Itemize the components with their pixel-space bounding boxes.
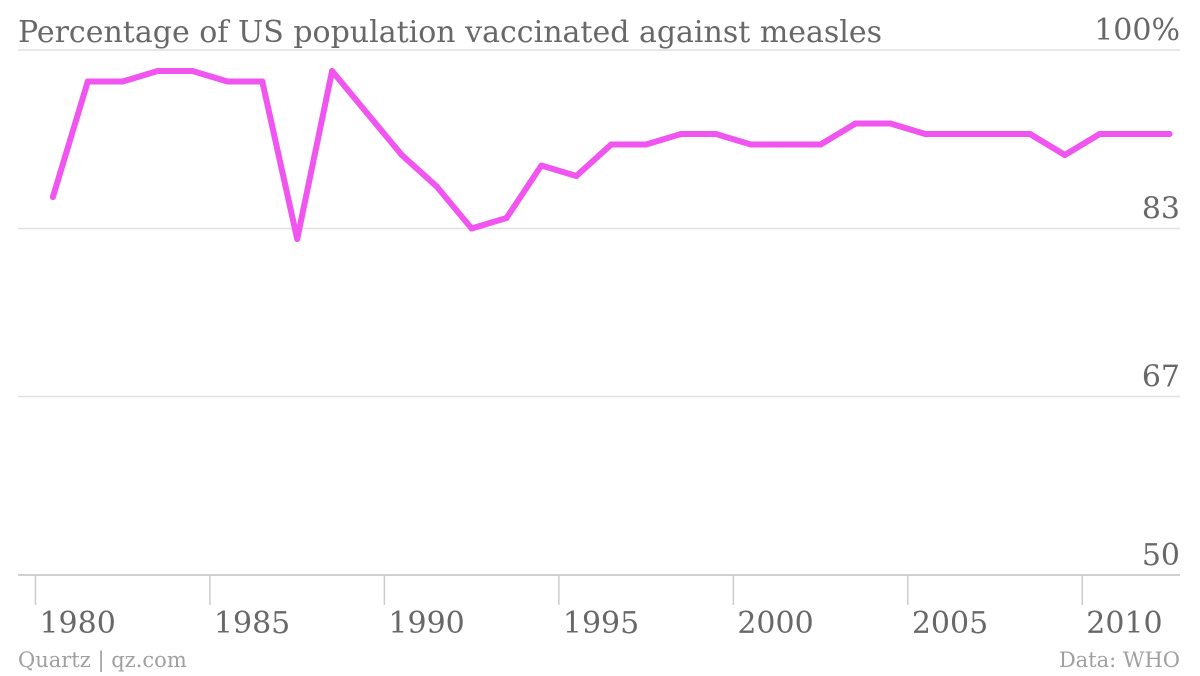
source-credit: Quartz | qz.com [18,648,187,673]
data-point [643,141,650,148]
data-point [189,68,196,74]
data-point [678,131,685,137]
data-point [608,141,615,148]
data-point [1166,131,1173,137]
chart-title: Percentage of US population vaccinated a… [18,15,882,50]
data-point [433,183,440,190]
y-tick-label: 67 [1142,360,1180,395]
data-point [363,110,370,116]
data-point [1026,131,1033,137]
x-tick-label: 1985 [214,606,290,641]
data-point [712,131,719,137]
data-point [84,78,91,85]
gridlines [18,49,1180,576]
data-point [119,78,126,85]
y-tick-label: 100% [1094,13,1180,48]
data-point [747,141,754,148]
data-point [817,141,824,148]
data-point [154,68,161,74]
x-tick-label: 1990 [388,606,464,641]
data-source: Data: WHO [1059,648,1180,672]
data-point [503,215,510,221]
data-point [398,152,405,158]
series-layer [49,68,1173,242]
data-point [573,173,580,179]
data-point [538,162,545,169]
data-point [294,236,301,242]
data-point [957,131,964,137]
data-point [852,120,859,127]
x-tick-label: 1995 [563,606,639,641]
x-tick-label: 2005 [912,606,988,641]
data-point [468,225,475,232]
data-point [887,120,894,127]
data-point [1096,131,1103,137]
x-axis: 1980 1985 1990 1995 2000 2005 2010 [34,575,1163,641]
series-line [49,68,1173,242]
y-tick-labels: 100% 83 67 50 [1094,13,1180,573]
y-tick-label: 83 [1142,192,1180,227]
data-point [782,141,789,148]
x-tick-label: 1980 [39,606,115,641]
data-point [259,78,266,85]
x-tick-label: 2010 [1086,606,1162,641]
data-point [922,131,929,137]
data-point [329,68,336,74]
y-tick-label: 50 [1142,538,1180,573]
data-point [224,78,231,85]
data-point [49,194,56,200]
x-tick-label: 2000 [737,606,813,641]
data-point [1061,152,1068,158]
data-point [992,131,999,137]
data-point [1131,131,1138,137]
